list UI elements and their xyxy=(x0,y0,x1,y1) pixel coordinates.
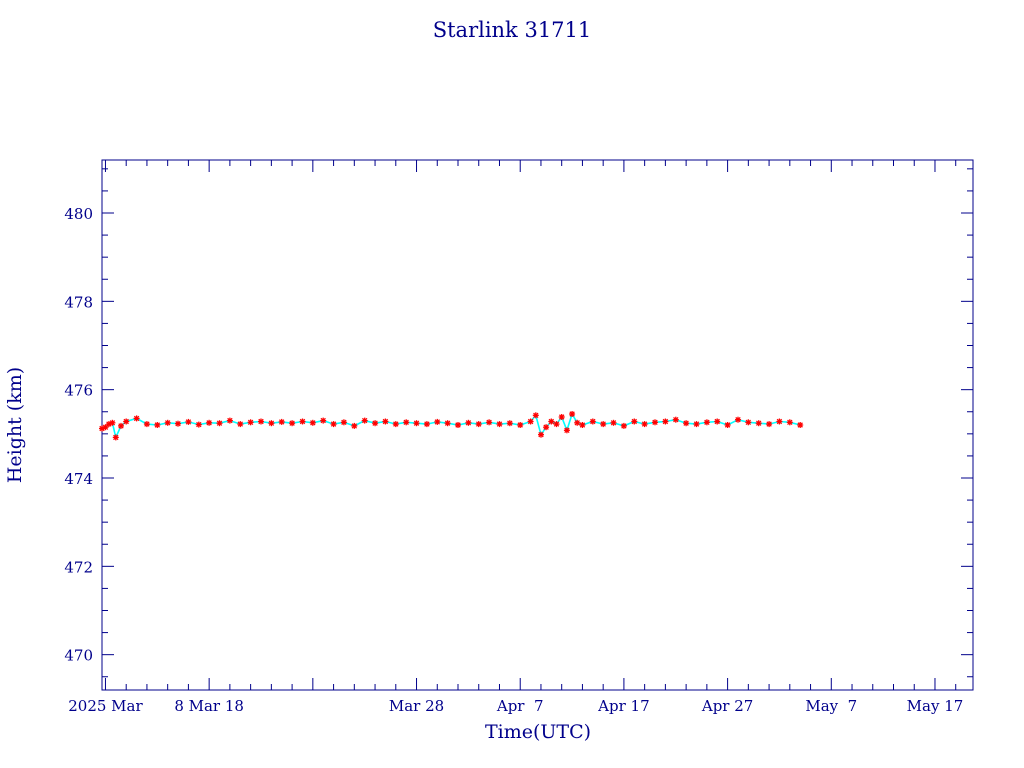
data-point xyxy=(745,419,752,426)
data-point xyxy=(112,434,119,441)
x-tick-label: Mar 28 xyxy=(389,697,444,715)
data-point xyxy=(330,421,337,428)
data-point xyxy=(382,418,389,425)
data-point xyxy=(206,419,213,426)
data-point xyxy=(123,418,130,425)
data-point xyxy=(652,419,658,426)
data-point xyxy=(724,422,731,428)
data-point xyxy=(133,415,140,422)
data-point xyxy=(786,419,793,426)
data-point xyxy=(258,418,264,425)
data-point xyxy=(755,420,762,427)
data-point xyxy=(216,420,223,427)
data-point xyxy=(506,420,513,427)
x-axis: 2025 Mar 8 Mar 18 Mar 28 Apr 7 Apr 17 Apr 27 M… xyxy=(68,160,963,715)
x-tick-label: May 17 xyxy=(907,697,964,715)
data-point xyxy=(589,418,596,425)
data-point xyxy=(543,424,550,431)
x-axis-label: Time(UTC) xyxy=(485,721,591,743)
data-point xyxy=(154,422,161,428)
data-point xyxy=(309,419,316,426)
data-point xyxy=(563,427,570,434)
data-point xyxy=(662,418,669,425)
data-point xyxy=(455,422,461,428)
data-point xyxy=(320,417,327,424)
data-point xyxy=(496,421,503,428)
plot-area xyxy=(99,411,804,441)
data-point xyxy=(631,418,638,425)
data-point xyxy=(538,431,544,438)
data-point xyxy=(444,420,451,427)
data-point xyxy=(735,416,741,423)
data-point xyxy=(548,418,555,425)
data-point xyxy=(683,420,690,427)
y-axis: 470 472 474 476 478 480 xyxy=(64,168,973,678)
data-point xyxy=(105,421,112,428)
y-tick-label: 472 xyxy=(64,558,93,576)
data-point xyxy=(351,422,358,429)
data-point xyxy=(143,421,150,428)
data-point xyxy=(693,421,700,428)
y-tick-label: 470 xyxy=(64,647,93,665)
data-point xyxy=(558,414,565,420)
data-point xyxy=(413,420,420,427)
data-point xyxy=(237,421,244,428)
data-point xyxy=(118,422,124,429)
data-point xyxy=(289,420,296,427)
data-point xyxy=(532,412,539,419)
x-tick-label: Apr 7 xyxy=(496,697,544,715)
x-tick-label: Apr 27 xyxy=(701,697,753,715)
x-tick-label: Apr 17 xyxy=(597,697,649,715)
data-point xyxy=(797,422,804,428)
data-point xyxy=(175,420,181,427)
data-point xyxy=(465,419,472,426)
x-tick-label: May 7 xyxy=(805,697,857,715)
data-point xyxy=(403,419,410,426)
y-tick-label: 476 xyxy=(64,382,93,400)
data-point xyxy=(340,419,347,426)
data-point xyxy=(195,421,202,428)
data-point xyxy=(600,421,607,428)
data-point xyxy=(372,420,379,427)
data-point xyxy=(109,419,116,426)
data-point xyxy=(185,418,192,425)
data-point xyxy=(434,418,441,425)
y-tick-label: 478 xyxy=(64,293,93,311)
data-point xyxy=(574,419,581,426)
data-point xyxy=(776,418,783,425)
data-point xyxy=(714,418,721,425)
data-point xyxy=(226,417,233,424)
data-point xyxy=(569,411,576,417)
y-axis-label: Height (km) xyxy=(4,367,26,483)
data-point xyxy=(553,421,560,428)
data-point xyxy=(527,418,534,425)
data-point xyxy=(299,418,306,425)
data-point xyxy=(278,418,285,425)
data-point xyxy=(475,421,482,428)
x-tick-label: 8 Mar 18 xyxy=(174,697,244,715)
x-tick-label: 2025 Mar xyxy=(68,697,143,715)
data-point xyxy=(423,421,430,428)
plot-frame xyxy=(101,159,974,691)
data-point xyxy=(517,422,524,428)
y-tick-label: 480 xyxy=(64,205,93,223)
data-point xyxy=(766,421,773,428)
data-point xyxy=(579,422,586,428)
data-point xyxy=(703,419,710,426)
y-tick-label: 474 xyxy=(64,470,93,488)
data-point xyxy=(620,422,627,429)
data-point xyxy=(268,420,275,427)
data-point xyxy=(610,419,617,426)
data-point xyxy=(641,421,648,428)
data-point xyxy=(672,416,679,423)
chart-title: Starlink 31711 xyxy=(433,18,592,42)
data-point xyxy=(247,419,254,426)
data-point xyxy=(361,417,368,424)
data-point xyxy=(164,419,171,426)
data-point xyxy=(392,421,399,428)
data-point xyxy=(486,419,493,426)
